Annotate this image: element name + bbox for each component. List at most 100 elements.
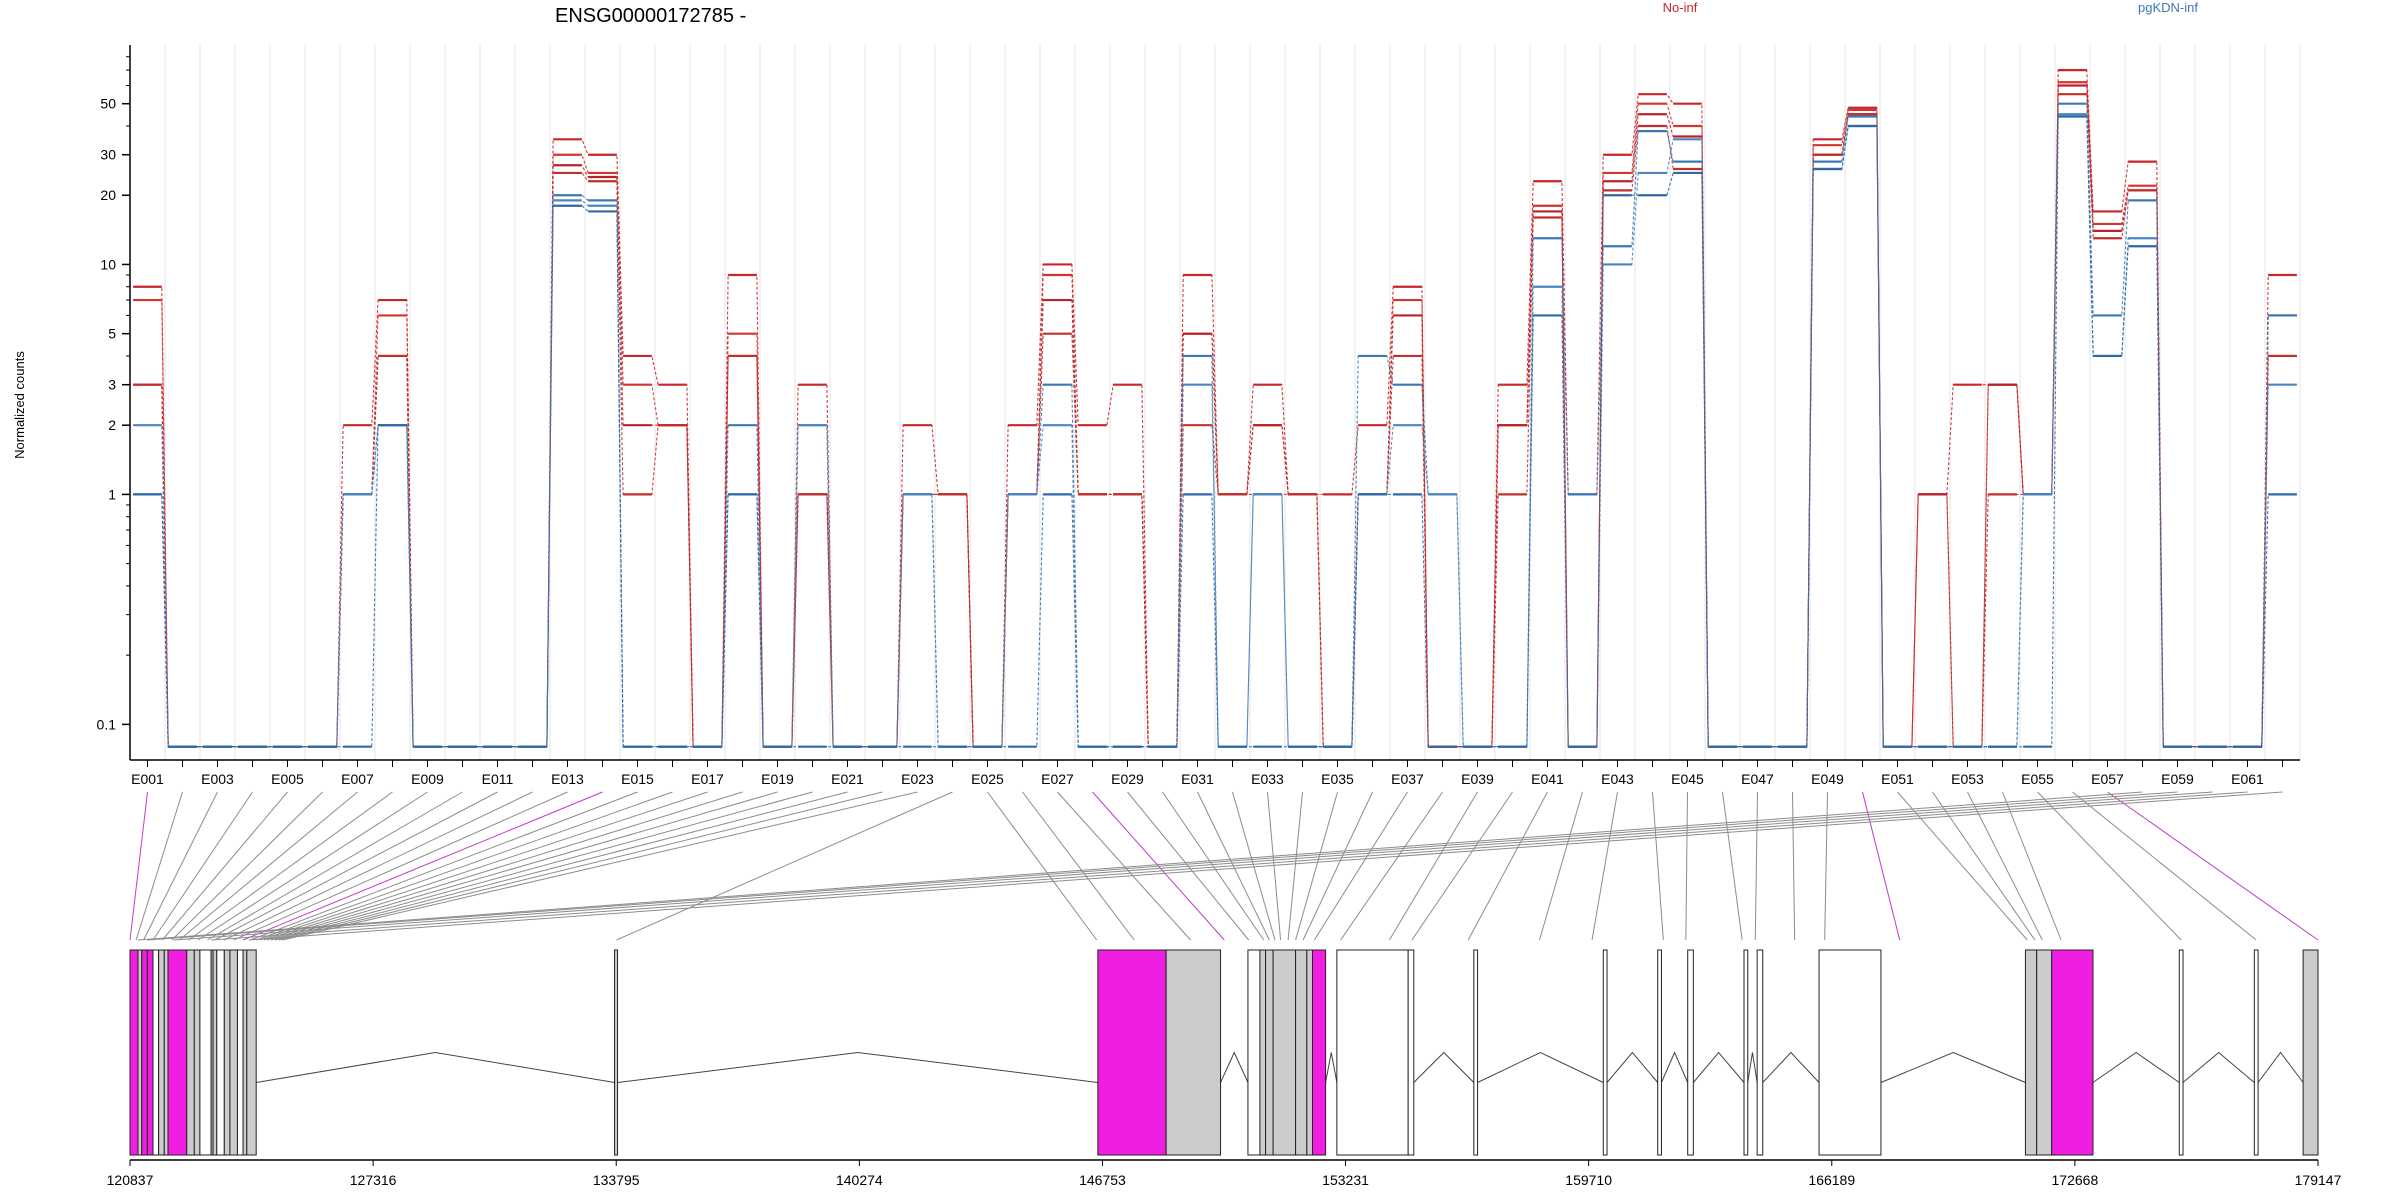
connector-line	[147, 791, 2178, 941]
connector-line	[1295, 791, 1338, 941]
connector-line	[1287, 791, 1303, 941]
connector-line	[1057, 791, 1191, 941]
exon-box	[1687, 949, 1694, 1156]
x-tick-label: E025	[971, 771, 1004, 787]
exon-box	[1336, 949, 1409, 1156]
connector-line	[207, 791, 463, 941]
connector-line	[1302, 791, 1373, 941]
connector-line	[1685, 791, 1688, 941]
connector-line	[267, 791, 778, 941]
exon-box	[1407, 949, 1415, 1156]
exon-box	[242, 949, 248, 1156]
x-tick-label: E041	[1531, 771, 1564, 787]
connector-line	[1313, 791, 1408, 941]
exon-box	[141, 949, 148, 1156]
exon-box	[2302, 949, 2319, 1156]
connector-line	[129, 791, 148, 941]
x-tick-label: E053	[1951, 771, 1984, 787]
exon-box	[212, 949, 218, 1156]
exon-box	[1272, 949, 1297, 1156]
x-tick-label: E007	[341, 771, 374, 787]
coord-tick-label: 140274	[836, 1172, 883, 1188]
connector-line	[197, 791, 428, 941]
x-tick-label: E019	[761, 771, 794, 787]
connector-line	[233, 791, 568, 941]
intron-line	[1762, 1051, 1820, 1083]
x-tick-label: E027	[1041, 771, 1074, 787]
coord-tick-label: 127316	[350, 1172, 397, 1188]
exon-box	[2253, 949, 2259, 1156]
y-tick-label: 50	[100, 96, 116, 112]
exon-box	[152, 949, 160, 1156]
connector-line	[987, 791, 1098, 941]
connector-line	[1792, 791, 1796, 941]
connector-line	[1539, 791, 1583, 941]
x-tick-label: E033	[1251, 771, 1284, 787]
exon-box	[2024, 949, 2038, 1156]
exon-box	[236, 949, 244, 1156]
y-tick-label: 1	[108, 486, 116, 502]
connector-line	[263, 791, 743, 941]
connector-line	[1824, 791, 1828, 941]
connector-line	[137, 791, 2143, 941]
x-tick-label: E029	[1111, 771, 1144, 787]
y-tick-label: 20	[100, 187, 116, 203]
x-tick-label: E049	[1811, 771, 1844, 787]
legend-entry-pgkdn-inf: pgKDN-inf	[2138, 0, 2198, 15]
x-tick-label: E037	[1391, 771, 1424, 787]
connector-line	[1411, 791, 1513, 941]
exon-box	[1097, 949, 1167, 1156]
exon-connectors	[129, 791, 2319, 941]
series-line	[133, 113, 2297, 748]
series-lines	[133, 68, 2297, 748]
genome-coordinate-axis: 120837 127316 133795 140274 146753 153231 1597…	[107, 1159, 2342, 1188]
x-tick-label: E001	[131, 771, 164, 787]
intron-line	[1325, 1052, 1338, 1083]
exon-box	[1756, 949, 1764, 1156]
x-tick-label: E035	[1321, 771, 1354, 787]
intron-line	[256, 1051, 615, 1083]
intron-line	[2092, 1051, 2180, 1083]
coord-tick-label: 133795	[593, 1172, 640, 1188]
coord-tick-label: 166189	[1808, 1172, 1855, 1188]
x-tick-label: E005	[271, 771, 304, 787]
exon-box	[199, 949, 212, 1156]
series-7	[133, 115, 2297, 748]
connector-line	[271, 791, 813, 941]
connector-line	[256, 791, 673, 941]
x-tick-label: E057	[2091, 771, 2124, 787]
connector-line	[2107, 791, 2319, 941]
exon-box	[1657, 949, 1662, 1156]
connector-line	[282, 791, 918, 941]
exon-box	[229, 949, 238, 1156]
exon-box	[2036, 949, 2053, 1156]
x-tick-label: E055	[2021, 771, 2054, 787]
exon-box	[1743, 949, 1749, 1156]
x-tick-label: E045	[1671, 771, 1704, 787]
exon-box	[1247, 949, 1261, 1156]
intron-line	[1747, 1052, 1758, 1083]
connector-line	[1967, 791, 2043, 941]
x-axis: E001 E003 E005 E007 E009 E011 E013 E015 E017 E019…	[130, 759, 2300, 787]
y-tick-label: 30	[100, 147, 116, 163]
y-axis-label: Normalized counts	[12, 351, 27, 459]
intron-line	[1660, 1051, 1689, 1083]
connector-line	[248, 791, 2283, 941]
connector-line	[2072, 791, 2257, 941]
coord-tick-label: 146753	[1079, 1172, 1126, 1188]
connector-line	[224, 791, 533, 941]
coord-tick-label: 172668	[2052, 1172, 2099, 1188]
intron-line	[1880, 1051, 2026, 1083]
connector-line	[1232, 791, 1276, 941]
connector-line	[1340, 791, 1443, 941]
exon-box	[193, 949, 201, 1156]
exon-box	[129, 949, 139, 1156]
chart-title: ENSG00000172785 -	[555, 5, 746, 27]
exon-box	[1306, 949, 1313, 1156]
intron-line	[2257, 1051, 2304, 1083]
exon-box	[1818, 949, 1882, 1156]
x-tick-label: E031	[1181, 771, 1214, 787]
y-tick-label: 5	[108, 326, 116, 342]
connector-line	[143, 791, 218, 941]
